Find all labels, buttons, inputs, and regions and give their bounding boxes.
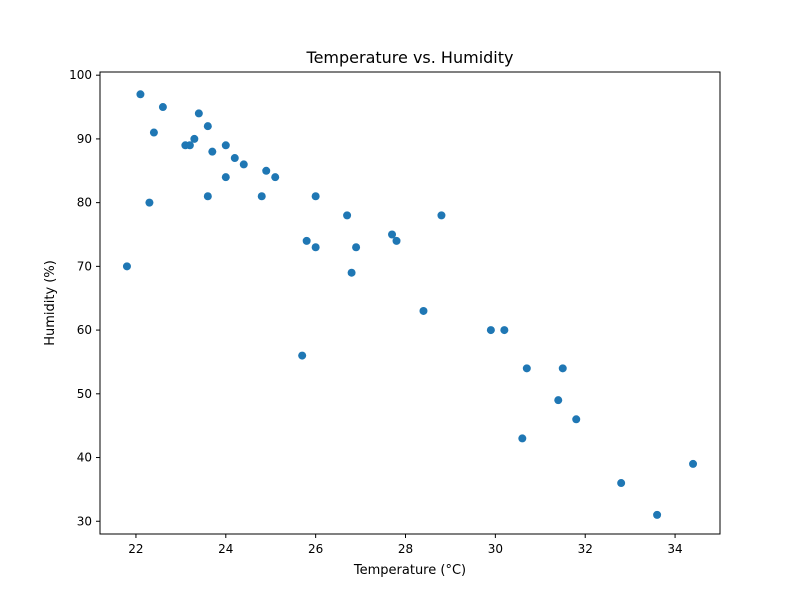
data-point <box>158 103 167 112</box>
data-point <box>554 396 563 405</box>
data-point <box>190 134 199 143</box>
y-tick-label: 30 <box>77 514 92 528</box>
data-point <box>221 173 230 182</box>
x-tick-label: 26 <box>308 542 323 556</box>
data-point <box>343 211 352 220</box>
x-tick-label: 28 <box>398 542 413 556</box>
y-tick-label: 60 <box>77 323 92 337</box>
x-tick-label: 24 <box>218 542 233 556</box>
x-axis-label: Temperature (°C) <box>353 563 466 578</box>
x-tick-label: 22 <box>128 542 143 556</box>
data-point <box>572 415 581 424</box>
data-point <box>257 192 266 201</box>
data-point <box>271 173 280 182</box>
data-point <box>419 306 428 315</box>
data-point <box>689 459 698 468</box>
data-point <box>136 90 145 99</box>
x-tick-label: 30 <box>488 542 503 556</box>
x-tick-label: 34 <box>667 542 682 556</box>
x-tick-label: 32 <box>578 542 593 556</box>
x-axis-ticks: 22 24 26 28 30 32 34 <box>128 534 683 556</box>
data-point <box>437 211 446 220</box>
data-point <box>617 479 626 488</box>
y-axis-label: Humidity (%) <box>43 260 58 346</box>
y-tick-label: 70 <box>77 259 92 273</box>
data-point <box>518 434 527 443</box>
data-point <box>221 141 230 150</box>
data-point <box>149 128 158 137</box>
data-points <box>122 90 698 519</box>
data-point <box>347 268 356 277</box>
data-point <box>208 147 217 156</box>
data-point <box>298 351 307 360</box>
y-tick-label: 50 <box>77 387 92 401</box>
data-point <box>239 160 248 169</box>
data-point <box>194 109 203 118</box>
data-point <box>145 198 154 207</box>
data-point <box>558 364 567 373</box>
data-point <box>311 192 320 201</box>
data-point <box>392 236 401 245</box>
data-point <box>230 154 239 163</box>
data-point <box>302 236 311 245</box>
axes-frame <box>99 71 721 535</box>
data-point <box>352 243 361 252</box>
data-point <box>522 364 531 373</box>
data-point <box>185 141 194 150</box>
data-point <box>486 326 495 335</box>
data-point <box>388 230 397 239</box>
chart-title: Temperature vs. Humidity <box>306 48 514 67</box>
data-point <box>203 122 212 131</box>
y-tick-label: 80 <box>77 196 92 210</box>
y-tick-label: 40 <box>77 451 92 465</box>
data-point <box>311 243 320 252</box>
y-axis-ticks: 30 40 50 60 70 80 90 100 <box>69 68 100 528</box>
data-point <box>203 192 212 201</box>
data-point <box>653 510 662 519</box>
data-point <box>122 262 131 271</box>
data-point <box>500 326 509 335</box>
y-tick-label: 90 <box>77 132 92 146</box>
data-point <box>262 166 271 175</box>
y-tick-label: 100 <box>69 68 92 82</box>
